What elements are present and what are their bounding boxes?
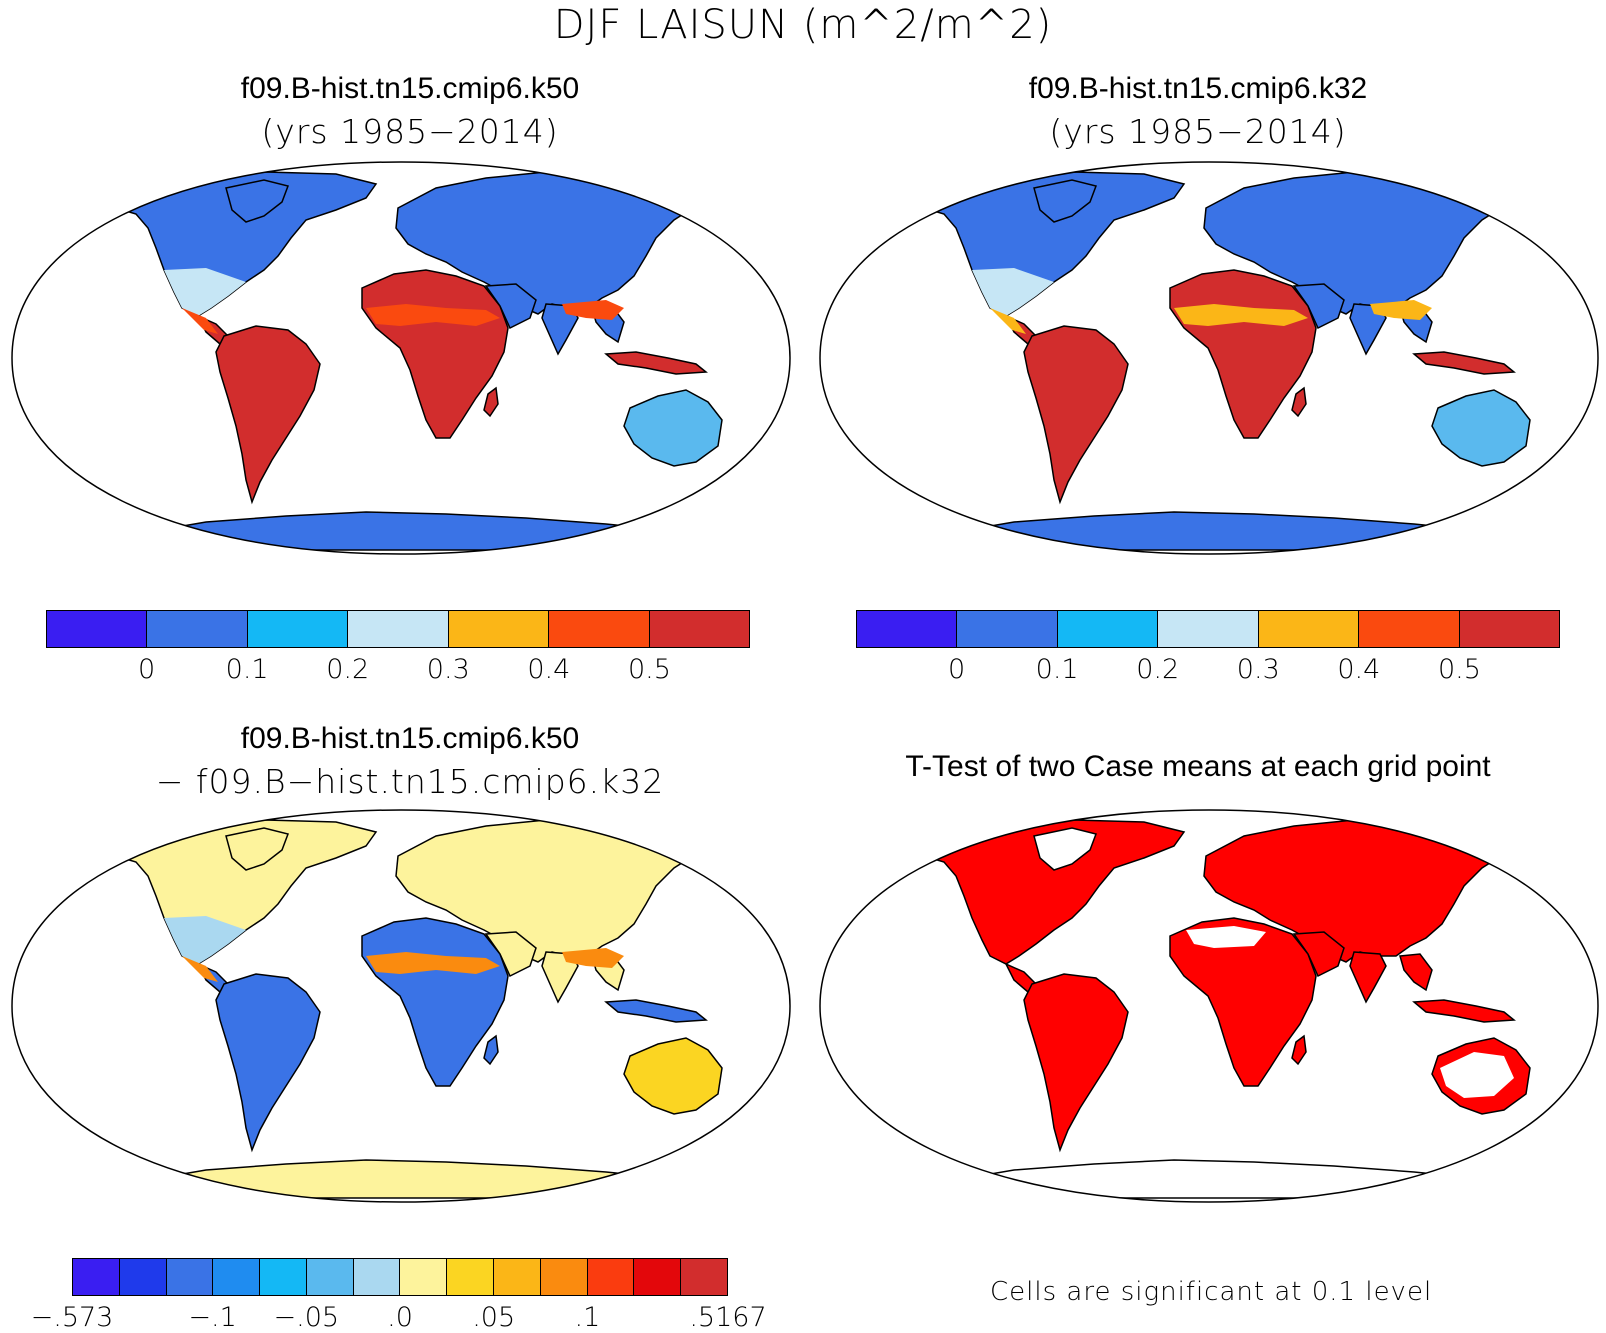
colorbar-swatch xyxy=(247,611,349,647)
continent-arabia xyxy=(484,931,537,978)
colorbar-tick-label: 0.2 xyxy=(1136,654,1180,685)
map-border xyxy=(11,809,791,1203)
continent-indonesia xyxy=(604,999,708,1023)
continent-nz xyxy=(1549,1102,1563,1132)
continent-greenland xyxy=(225,827,289,871)
colorbar-swatch xyxy=(1359,611,1460,647)
continent-arabia xyxy=(1292,931,1345,978)
colorbar-swatch xyxy=(1459,611,1559,647)
colorbar-swatch xyxy=(857,611,958,647)
continent-indonesia xyxy=(604,351,708,375)
colorbar-tick-label: 0.4 xyxy=(1337,654,1381,685)
colorbar-swatch xyxy=(494,1259,541,1295)
colorbar-swatch xyxy=(1158,611,1259,647)
colorbar-swatch xyxy=(447,1259,495,1295)
colorbar-tick-label: 0.1 xyxy=(225,654,269,685)
colorbar-tick-label: 0 xyxy=(947,654,966,685)
continent-southAmerica xyxy=(215,325,321,505)
continent-greenland xyxy=(1033,827,1097,871)
continent-madagascar xyxy=(1291,1034,1307,1066)
colorbar-tick-label: 0.3 xyxy=(426,654,470,685)
colorbar-tick-label: −.573 xyxy=(30,1302,114,1333)
continent-indonesia xyxy=(1412,999,1516,1023)
colorbar-swatch xyxy=(649,611,749,647)
colorbar-tick-label: 0.5 xyxy=(627,654,671,685)
map-panel-ttest xyxy=(819,809,1599,1203)
panel-bl-title: f09.B-hist.tn15.cmip6.k50 xyxy=(240,722,580,755)
colorbar-tick-label: 0.5 xyxy=(1437,654,1481,685)
colorbar-swatch xyxy=(540,1259,588,1295)
map-border xyxy=(11,161,791,555)
continent-australia xyxy=(623,389,723,467)
continent-southAmerica xyxy=(1023,973,1129,1153)
panel-tl-subtitle: (yrs 1985−2014) xyxy=(261,112,559,151)
continent-madagascar xyxy=(483,1034,499,1066)
colorbar-tick-label: −.1 xyxy=(188,1302,237,1333)
panel-tl-title: f09.B-hist.tn15.cmip6.k50 xyxy=(240,72,580,105)
map-panel-case2 xyxy=(819,161,1599,555)
colorbar-swatch xyxy=(147,611,248,647)
continent-arabia xyxy=(1292,283,1345,330)
continent-greenland xyxy=(1033,179,1097,223)
map-border xyxy=(819,809,1599,1203)
continent-australia xyxy=(1431,389,1531,467)
colorbar-swatch xyxy=(1057,611,1159,647)
continent-africa xyxy=(1169,917,1317,1087)
colorbar-swatch xyxy=(260,1259,307,1295)
colorbar-swatch xyxy=(166,1259,214,1295)
figure-title: DJF LAISUN (m^2/m^2) xyxy=(553,2,1053,48)
colorbar-tick-label: 0.2 xyxy=(326,654,370,685)
colorbar-tick-label: .0 xyxy=(387,1302,413,1333)
continent-southAmerica xyxy=(215,973,321,1153)
colorbar-swatch xyxy=(1258,611,1360,647)
colorbar-swatch xyxy=(448,611,550,647)
colorbar-tick-label: 0 xyxy=(137,654,156,685)
panel-bl-subtitle: − f09.B−hist.tn15.cmip6.k32 xyxy=(155,762,665,801)
continent-arabia xyxy=(484,283,537,330)
continent-nz xyxy=(741,1102,755,1132)
colorbar-swatch xyxy=(549,611,650,647)
continent-southAmerica xyxy=(1023,325,1129,505)
colorbar-case1 xyxy=(46,610,750,648)
panel-tr-subtitle: (yrs 1985−2014) xyxy=(1049,112,1347,151)
colorbar-tick-label: 0.4 xyxy=(527,654,571,685)
colorbar-tick-label: −.05 xyxy=(273,1302,340,1333)
colorbar-swatch xyxy=(213,1259,261,1295)
colorbar-swatch xyxy=(73,1259,120,1295)
colorbar-swatch xyxy=(353,1259,401,1295)
map-panel-case1 xyxy=(11,161,791,555)
colorbar-swatch xyxy=(634,1259,682,1295)
continent-northAmerica xyxy=(907,819,1186,965)
colorbar-swatch xyxy=(681,1259,727,1295)
significance-note: Cells are significant at 0.1 level xyxy=(990,1277,1433,1307)
map-border xyxy=(819,161,1599,555)
continent-indonesia xyxy=(1412,351,1516,375)
continent-madagascar xyxy=(483,386,499,418)
panel-tr-title: f09.B-hist.tn15.cmip6.k32 xyxy=(1028,72,1368,105)
continent-australia xyxy=(623,1037,723,1115)
colorbar-swatch xyxy=(400,1259,448,1295)
colorbar-tick-label: .1 xyxy=(574,1302,601,1333)
continent-madagascar xyxy=(1291,386,1307,418)
continent-greenland xyxy=(225,179,289,223)
colorbar-tick-label: .5167 xyxy=(689,1302,767,1333)
colorbar-swatch xyxy=(119,1259,167,1295)
colorbar-difference xyxy=(72,1258,728,1296)
colorbar-case2 xyxy=(856,610,1560,648)
colorbar-swatch xyxy=(957,611,1058,647)
map-panel-difference xyxy=(11,809,791,1203)
colorbar-swatch xyxy=(587,1259,635,1295)
panel-br-title: T-Test of two Case means at each grid po… xyxy=(905,750,1491,783)
colorbar-swatch xyxy=(306,1259,354,1295)
colorbar-swatch xyxy=(348,611,449,647)
colorbar-tick-label: 0.1 xyxy=(1035,654,1079,685)
continent-nz xyxy=(1549,454,1563,484)
continent-nz xyxy=(741,454,755,484)
continent-india xyxy=(1349,951,1387,1004)
colorbar-tick-label: .05 xyxy=(472,1302,516,1333)
colorbar-tick-label: 0.3 xyxy=(1236,654,1280,685)
continent-seAsia xyxy=(1399,953,1433,992)
colorbar-swatch xyxy=(47,611,148,647)
